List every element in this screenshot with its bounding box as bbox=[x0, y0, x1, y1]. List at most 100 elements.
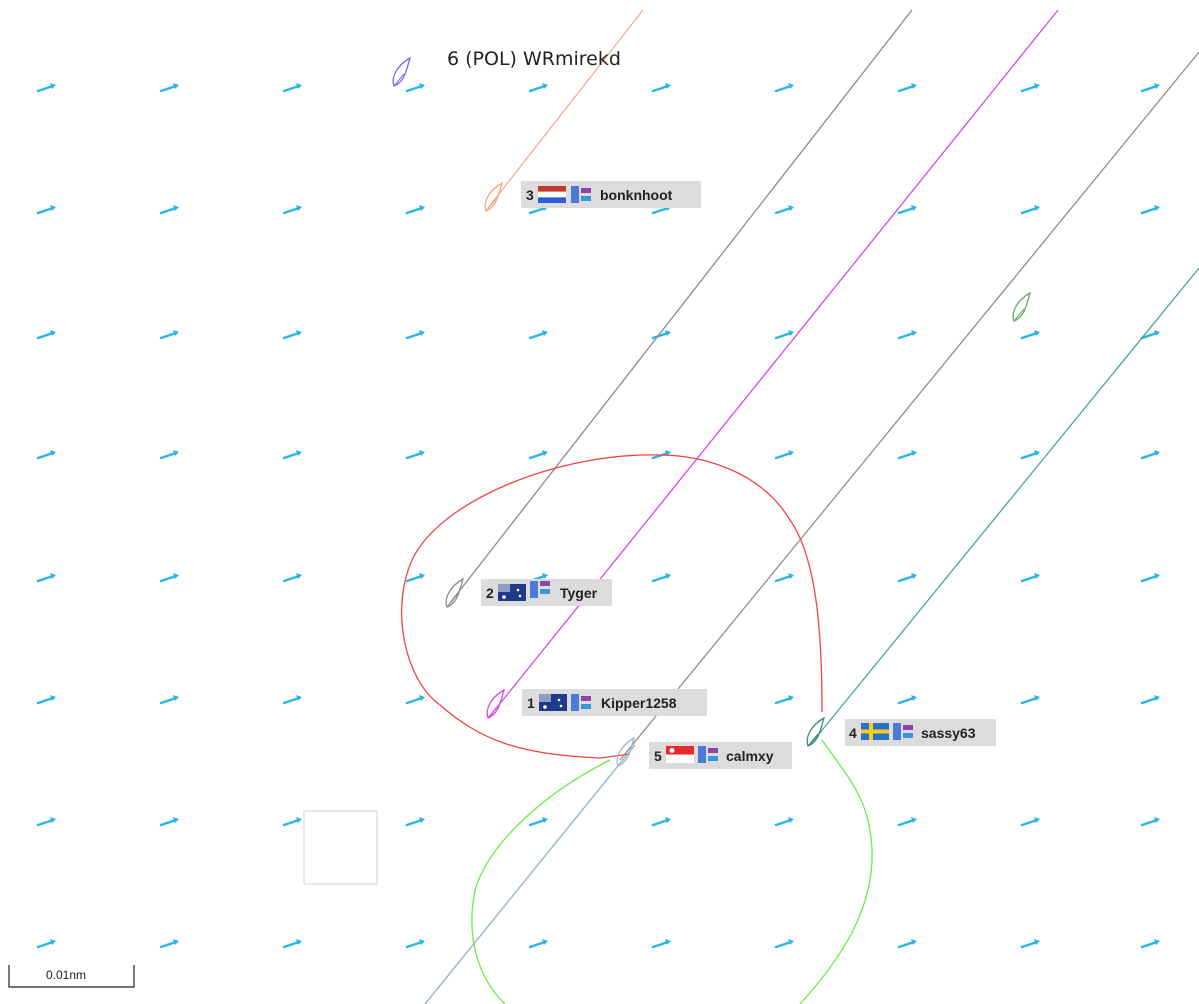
track-tyger bbox=[449, 9, 913, 604]
wind-arrow-icon bbox=[159, 693, 181, 705]
wind-arrow-icon bbox=[1140, 571, 1162, 583]
wind-field bbox=[36, 81, 1162, 949]
sail-logo-icon bbox=[530, 581, 550, 598]
boat-name: sassy63 bbox=[921, 725, 976, 741]
wind-arrow-icon bbox=[528, 815, 550, 827]
boat-tyger[interactable]: 2 Tyger bbox=[445, 578, 612, 608]
track-sassy63 bbox=[809, 267, 1199, 746]
wind-arrow-icon bbox=[1140, 81, 1162, 93]
wind-arrow-icon bbox=[1020, 693, 1042, 705]
boat-6-icon[interactable] bbox=[392, 57, 411, 87]
sail-logo-icon bbox=[571, 186, 591, 203]
wind-arrow-icon bbox=[159, 203, 181, 215]
wind-arrow-icon bbox=[897, 203, 919, 215]
boat-hull-icon bbox=[484, 182, 503, 212]
boat-hull-icon bbox=[806, 717, 825, 747]
boat-rank: 5 bbox=[654, 748, 662, 764]
wind-arrow-icon bbox=[159, 328, 181, 340]
wind-arrow-icon bbox=[36, 571, 58, 583]
wind-arrow-icon bbox=[282, 571, 304, 583]
wind-arrow-icon bbox=[282, 937, 304, 949]
wind-arrow-icon bbox=[1020, 448, 1042, 460]
wind-arrow-icon bbox=[774, 571, 796, 583]
boat-kipper1258[interactable]: 1 Kipper1258 bbox=[486, 689, 707, 719]
wind-arrow-icon bbox=[774, 328, 796, 340]
wind-arrow-icon bbox=[528, 937, 550, 949]
scale-bar-label: 0.01nm bbox=[46, 968, 86, 982]
wind-arrow-icon bbox=[405, 571, 427, 583]
wind-arrow-icon bbox=[159, 81, 181, 93]
wind-arrow-icon bbox=[1020, 815, 1042, 827]
wind-arrow-icon bbox=[1020, 203, 1042, 215]
wind-arrow-icon bbox=[36, 693, 58, 705]
boat-name: Tyger bbox=[560, 585, 598, 601]
wind-arrow-icon bbox=[651, 448, 673, 460]
wind-arrow-icon bbox=[897, 937, 919, 949]
boat-rank: 1 bbox=[527, 695, 535, 711]
empty-marker-box bbox=[303, 810, 378, 885]
wind-arrow-icon bbox=[1140, 815, 1162, 827]
wind-arrow-icon bbox=[159, 815, 181, 827]
boat-name: calmxy bbox=[726, 748, 774, 764]
wind-arrow-icon bbox=[36, 328, 58, 340]
wind-arrow-icon bbox=[651, 937, 673, 949]
wind-arrow-icon bbox=[36, 203, 58, 215]
boat-rank: 3 bbox=[526, 187, 534, 203]
sg-flag-icon bbox=[666, 746, 694, 763]
wind-arrow-icon bbox=[405, 328, 427, 340]
au-flag-icon bbox=[539, 694, 567, 711]
wind-arrow-icon bbox=[1020, 937, 1042, 949]
wind-arrow-icon bbox=[282, 328, 304, 340]
wind-arrow-icon bbox=[282, 81, 304, 93]
wind-arrow-icon bbox=[405, 203, 427, 215]
wind-arrow-icon bbox=[897, 571, 919, 583]
boat-bonknhoot[interactable]: 3 bonknhoot bbox=[484, 181, 701, 212]
wind-arrow-icon bbox=[897, 693, 919, 705]
track-brown bbox=[619, 51, 1199, 761]
wind-arrow-icon bbox=[405, 81, 427, 93]
wind-arrow-icon bbox=[159, 448, 181, 460]
wind-arrow-icon bbox=[282, 693, 304, 705]
wind-arrow-icon bbox=[282, 203, 304, 215]
wind-arrow-icon bbox=[528, 81, 550, 93]
scale-bar: 0.01nm bbox=[8, 965, 135, 988]
wind-arrow-icon bbox=[897, 448, 919, 460]
wind-arrow-icon bbox=[405, 937, 427, 949]
sail-logo-icon bbox=[893, 723, 913, 740]
boat-name: Kipper1258 bbox=[601, 695, 677, 711]
boat-name: bonknhoot bbox=[600, 187, 673, 203]
wind-arrow-icon bbox=[36, 815, 58, 827]
wind-arrow-icon bbox=[405, 815, 427, 827]
wind-arrow-icon bbox=[1140, 937, 1162, 949]
wind-arrow-icon bbox=[282, 815, 304, 827]
wind-arrow-icon bbox=[651, 81, 673, 93]
sail-logo-icon bbox=[571, 694, 591, 711]
boat-sassy63[interactable]: 4 sassy63 bbox=[806, 717, 996, 747]
sail-logo-icon bbox=[698, 746, 718, 763]
wind-arrow-icon bbox=[159, 571, 181, 583]
track-red-loop bbox=[401, 454, 823, 759]
boat-calmxy[interactable]: 5 calmxy bbox=[616, 737, 792, 769]
boat-hull-icon bbox=[486, 689, 505, 719]
track-bonknhoot bbox=[487, 9, 644, 209]
wind-arrow-icon bbox=[405, 448, 427, 460]
track-kipper1258 bbox=[489, 9, 1059, 717]
wind-arrow-icon bbox=[897, 815, 919, 827]
wind-arrow-icon bbox=[282, 448, 304, 460]
track-green-loop bbox=[471, 739, 873, 1004]
wind-arrow-icon bbox=[774, 937, 796, 949]
wind-arrow-icon bbox=[774, 81, 796, 93]
wind-arrow-icon bbox=[1140, 203, 1162, 215]
wind-arrow-icon bbox=[651, 815, 673, 827]
wind-arrow-icon bbox=[1140, 693, 1162, 705]
wind-arrow-icon bbox=[774, 815, 796, 827]
wind-arrow-icon bbox=[1020, 328, 1042, 340]
se-flag-icon bbox=[861, 723, 889, 740]
wind-arrow-icon bbox=[774, 203, 796, 215]
boat-6-label: 6 (POL) WRmirekd bbox=[447, 48, 621, 70]
boat-rank: 2 bbox=[486, 585, 494, 601]
unlabeled-boat-icon[interactable] bbox=[1012, 292, 1031, 322]
tracks bbox=[401, 9, 1199, 1004]
boat-rank: 4 bbox=[849, 725, 857, 741]
